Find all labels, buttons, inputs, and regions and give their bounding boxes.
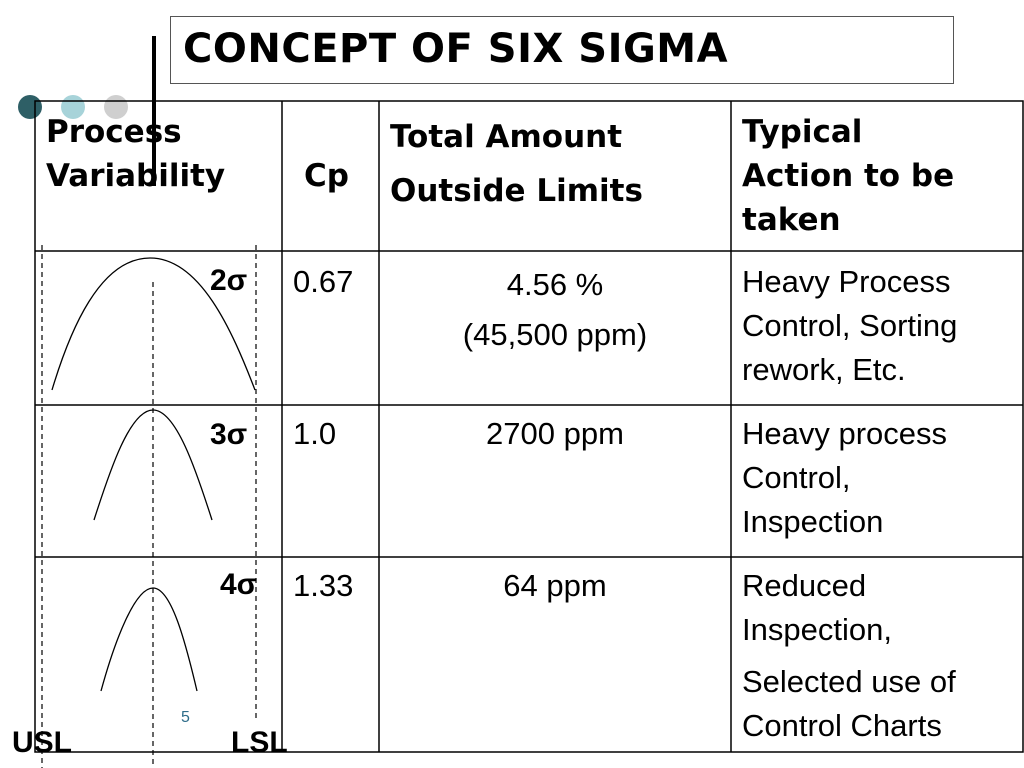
header-total-line2: Outside Limits	[390, 173, 643, 209]
curve-3-sigma	[93, 409, 213, 521]
row1-total-line1: 4.56 %	[506, 267, 604, 302]
row1-action: Heavy Process Control, Sorting rework, E…	[742, 260, 957, 392]
row1-action-line1: Heavy Process	[742, 264, 951, 299]
header-total-outside-limits: Total Amount Outside Limits	[390, 110, 643, 218]
row2-cp: 1.0	[293, 416, 337, 451]
header-action-line3: taken	[742, 202, 841, 238]
header-cp: Cp	[304, 158, 349, 194]
row1-action-line2: Control, Sorting	[742, 308, 958, 343]
usl-label: USL	[12, 726, 72, 759]
curve-2-sigma	[51, 257, 256, 391]
header-variability-line2: Variability	[46, 158, 226, 194]
row1-sigma: 2σ	[210, 264, 248, 297]
row2-action-line2: Control,	[742, 460, 851, 495]
slide-title: CONCEPT OF SIX SIGMA	[183, 26, 729, 72]
title-box: CONCEPT OF SIX SIGMA	[170, 16, 954, 84]
row1-total: 4.56 % (45,500 ppm)	[379, 260, 731, 360]
row2-action-line1: Heavy process	[742, 416, 948, 451]
header-variability-line1: Process	[46, 114, 182, 150]
row3-cp: 1.33	[293, 568, 354, 603]
accent-dot-gray	[104, 95, 128, 119]
row2-action: Heavy process Control, Inspection	[742, 412, 947, 544]
header-typical-action: Typical Action to be taken	[742, 110, 954, 242]
table-border	[34, 100, 1024, 753]
row3-action-line4: Control Charts	[742, 708, 942, 743]
curve-4-sigma	[100, 587, 198, 692]
row2-action-line3: Inspection	[742, 504, 884, 539]
header-process-variability: Process Variability	[46, 110, 225, 198]
lsl-label: LSL	[231, 726, 288, 759]
row3-action-line3: Selected use of	[742, 664, 956, 699]
header-action-line1: Typical	[742, 114, 863, 150]
header-action-line2: Action to be	[742, 158, 955, 194]
row2-total: 2700 ppm	[379, 412, 731, 456]
row2-total-line1: 2700 ppm	[486, 416, 624, 451]
row2-sigma: 3σ	[210, 418, 248, 451]
accent-dot-dark	[18, 95, 42, 119]
row3-action: Reduced Inspection, Selected use of Cont…	[742, 564, 956, 748]
row1-total-line2: (45,500 ppm)	[462, 317, 648, 352]
row3-action-line1: Reduced	[742, 568, 867, 603]
row3-sigma: 4σ	[220, 568, 258, 601]
row3-action-line2: Inspection,	[742, 612, 892, 647]
row1-cp: 0.67	[293, 264, 354, 299]
page-number: 5	[181, 709, 190, 726]
title-accent-bar	[152, 36, 156, 186]
row3-total-line1: 64 ppm	[503, 568, 607, 603]
header-total-line1: Total Amount	[390, 119, 623, 155]
row1-action-line3: rework, Etc.	[742, 352, 906, 387]
accent-dot-teal	[61, 95, 85, 119]
row3-total: 64 ppm	[379, 564, 731, 608]
